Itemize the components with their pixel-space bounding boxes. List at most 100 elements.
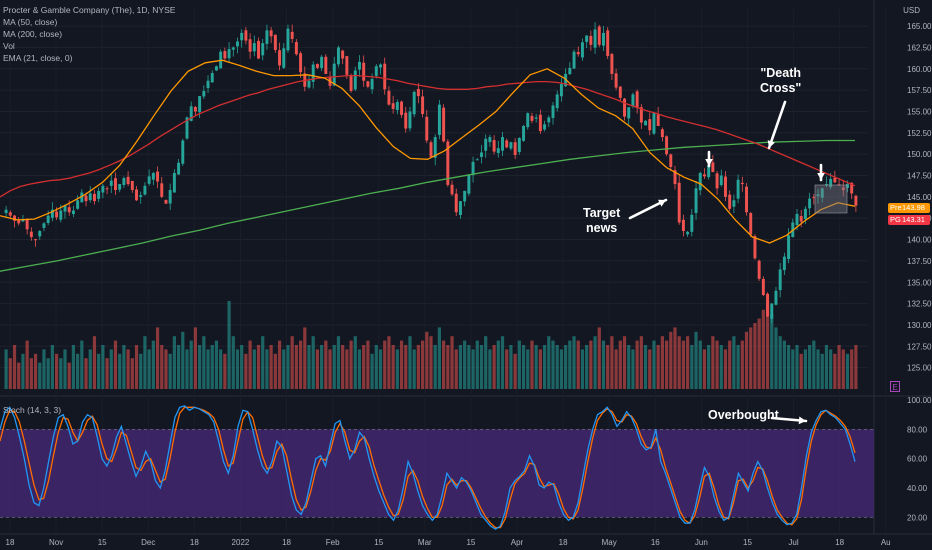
candle-body — [740, 182, 744, 185]
volume-bar — [269, 345, 273, 389]
candle-body — [757, 260, 761, 279]
candle-body — [850, 182, 854, 194]
volume-bar — [740, 340, 744, 389]
candle-body — [580, 42, 584, 58]
volume-bar — [210, 345, 214, 389]
volume-bar — [749, 327, 753, 389]
volume-bar — [353, 336, 357, 389]
volume-bar — [580, 349, 585, 389]
candle-body — [475, 159, 479, 161]
candle-body — [614, 73, 618, 88]
volume-bar — [294, 345, 298, 389]
legend-vol[interactable]: Vol — [3, 41, 15, 51]
volume-bar — [484, 336, 488, 389]
candle-body — [404, 112, 408, 129]
candle-body — [745, 186, 748, 213]
candle-body — [551, 105, 555, 118]
candle-body — [505, 140, 509, 148]
volume-bar — [643, 345, 648, 389]
time-tick-label: 18 — [559, 538, 568, 547]
candle-body — [795, 213, 799, 226]
legend-ema21[interactable]: EMA (21, close, 0) — [3, 53, 73, 63]
candle-body — [833, 177, 837, 183]
volume-bar — [370, 353, 374, 389]
annotation-arrows — [628, 100, 825, 425]
volume-bar — [648, 349, 652, 389]
candle-body — [29, 231, 33, 237]
volume-bar — [526, 349, 530, 389]
volume-bar — [530, 340, 534, 389]
symbol-title[interactable]: Procter & Gamble Company (The), 1D, NYSE — [3, 5, 176, 15]
candle-body — [728, 194, 732, 209]
candle-body — [484, 138, 488, 151]
candle-body — [231, 47, 235, 50]
candle-body — [227, 49, 231, 59]
volume-bar — [500, 336, 505, 389]
candle-body — [286, 28, 290, 51]
price-tick-label: 162.50 — [907, 43, 932, 52]
candle-body — [652, 113, 656, 134]
candle-body — [585, 35, 589, 42]
candle-body — [501, 137, 504, 151]
candle-body — [429, 142, 433, 157]
candle-body — [648, 119, 652, 131]
price-tick-label: 140.00 — [907, 236, 932, 245]
volume-bar — [850, 349, 854, 389]
candle-body — [59, 210, 63, 220]
volume-bar — [357, 349, 362, 389]
candle-body — [660, 129, 664, 138]
price-tick-label: 150.00 — [907, 150, 932, 159]
volume-bar — [252, 349, 256, 389]
volume-bar — [803, 349, 808, 389]
volume-bar — [164, 349, 168, 389]
candle-body — [816, 194, 820, 197]
volume-bar — [307, 345, 311, 389]
candle-body — [160, 183, 164, 197]
volume-bar — [63, 349, 67, 389]
legend-ma50[interactable]: MA (50, close) — [3, 17, 58, 27]
price-tick-label: 165.00 — [907, 22, 932, 31]
volume-bar — [791, 349, 795, 389]
volume-bar — [46, 358, 50, 389]
legend-stoch[interactable]: Stoch (14, 3, 3) — [3, 405, 62, 415]
price-tick-label: 125.00 — [907, 364, 932, 373]
candle-body — [50, 209, 54, 218]
volume-bar — [808, 345, 812, 389]
candle-body — [105, 188, 109, 190]
price-tick-label: 130.00 — [907, 321, 932, 330]
volume-bar — [122, 345, 126, 389]
volume-bar — [84, 358, 88, 389]
price-tag-pre: Pre143.98 — [888, 203, 930, 213]
price-tick-label: 127.50 — [907, 342, 932, 351]
time-tick-label: 2022 — [232, 538, 250, 547]
candle-body — [370, 79, 374, 90]
candle-body — [602, 32, 605, 46]
candle-body — [379, 64, 382, 68]
volume-bar — [824, 345, 829, 389]
candle-body — [114, 178, 117, 191]
time-tick-label: Apr — [511, 538, 524, 547]
candle-body — [724, 176, 727, 197]
arrow-down-july-head — [817, 172, 825, 180]
candle-body — [135, 189, 138, 201]
volume-bar — [517, 340, 521, 389]
volume-bar — [143, 336, 147, 389]
candle-body — [311, 64, 315, 82]
stoch-tick-label: 80.00 — [907, 425, 928, 434]
candle-body — [55, 211, 59, 218]
time-tick-label: 15 — [743, 538, 752, 547]
candle-body — [122, 178, 126, 186]
volume-bar — [332, 345, 336, 389]
candle-body — [526, 113, 530, 128]
candle-body — [416, 88, 420, 97]
price-tick-label: 145.00 — [907, 193, 932, 202]
candle-body — [450, 184, 454, 195]
arrow-death-cross-head — [767, 140, 775, 148]
candle-body — [492, 140, 496, 152]
legend-ma200[interactable]: MA (200, close) — [3, 29, 63, 39]
volume-bar — [786, 345, 791, 389]
earnings-icon[interactable]: E — [890, 381, 900, 392]
volume-bar — [723, 349, 728, 389]
candle-body — [522, 125, 526, 141]
candle-body — [290, 31, 294, 39]
